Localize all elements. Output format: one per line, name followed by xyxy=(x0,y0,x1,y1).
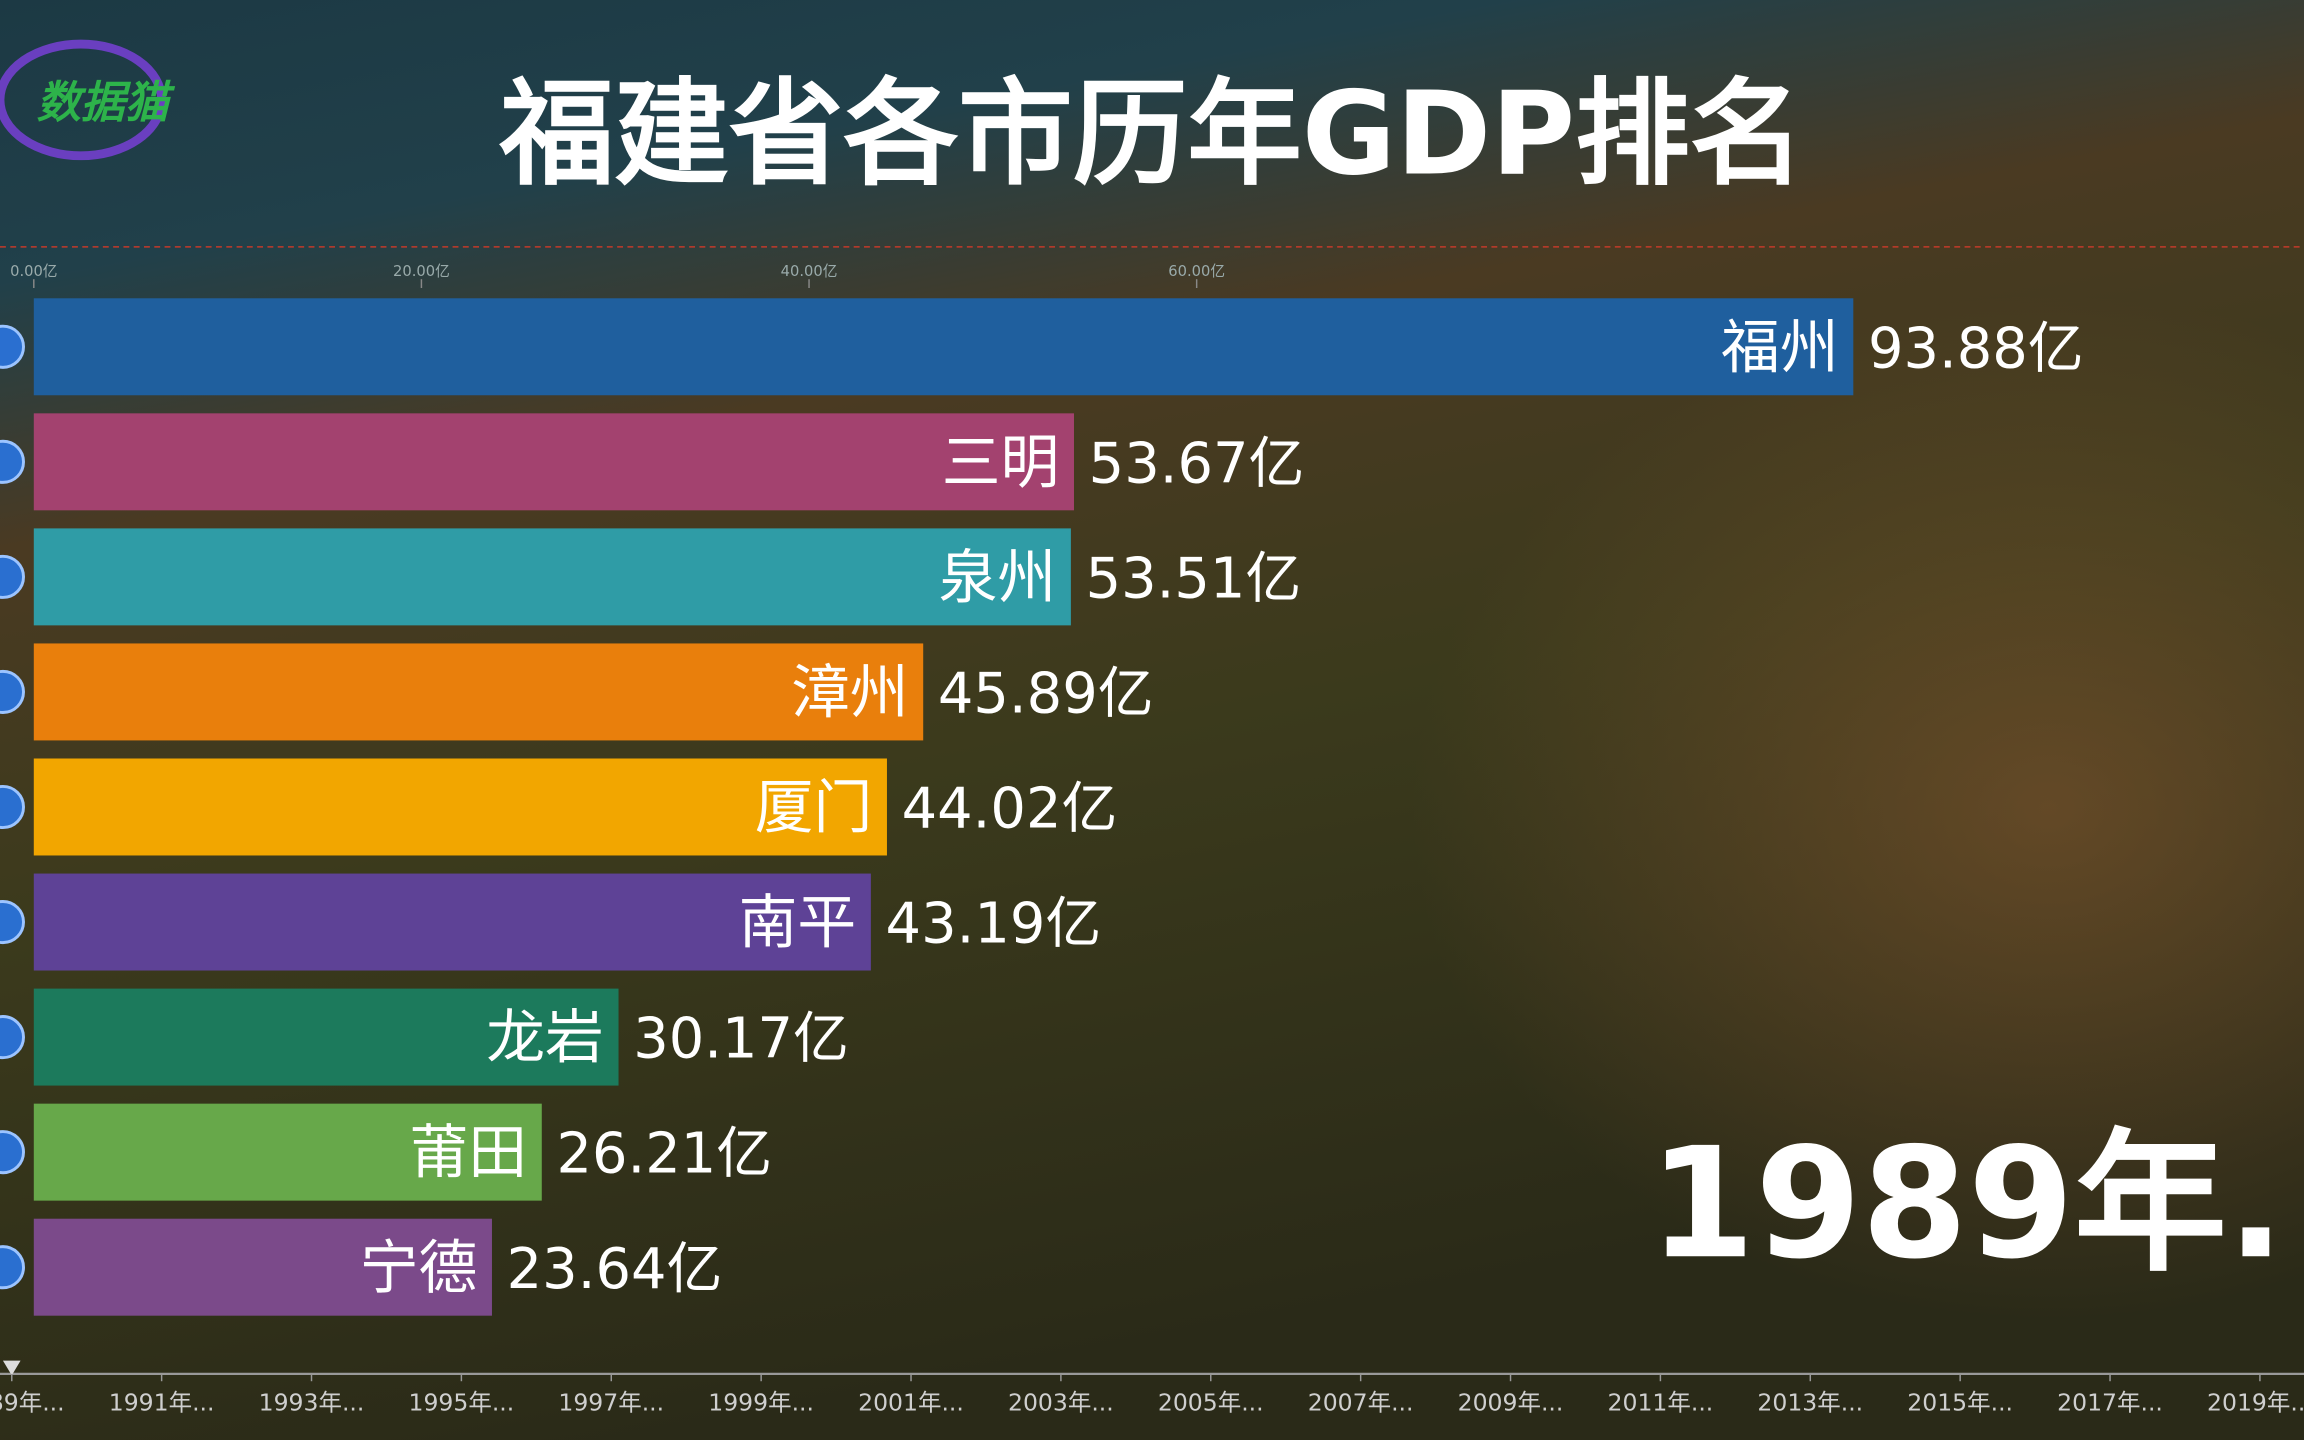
bar xyxy=(33,643,924,741)
timeline-label: 1995年... xyxy=(409,1389,515,1417)
timeline-label: 1989年... xyxy=(0,1389,65,1417)
bar-value-label: 53.67亿 xyxy=(1089,431,1305,496)
year-annotation: 1989年. xyxy=(1649,1115,2285,1293)
rank-icon xyxy=(0,1015,25,1060)
bar xyxy=(33,298,1854,396)
bar xyxy=(33,528,1071,626)
background-glow xyxy=(1028,293,2304,1323)
timeline-label: 2017年... xyxy=(2057,1389,2163,1417)
bar xyxy=(33,1218,492,1316)
bar-category-label: 龙岩 xyxy=(486,1003,604,1072)
rank-icon xyxy=(0,554,25,599)
logo-ring xyxy=(0,39,167,161)
rank-icon xyxy=(0,900,25,945)
bar xyxy=(33,413,1074,511)
timeline-label: 2001年... xyxy=(858,1389,964,1417)
timeline-label: 2005年... xyxy=(1158,1389,1264,1417)
timeline-handle xyxy=(2,1360,21,1376)
bar-category-label: 南平 xyxy=(739,888,857,957)
timeline-label: 2011年... xyxy=(1608,1389,1714,1417)
timeline-label: 1997年... xyxy=(558,1389,664,1417)
bar-category-label: 三明 xyxy=(942,427,1060,496)
chart-title: 福建省各市历年GDP排名 xyxy=(499,68,1805,201)
rank-icon xyxy=(0,1245,25,1290)
x-tick-label: 40.00亿 xyxy=(781,263,838,280)
bar-value-label: 93.88亿 xyxy=(1868,316,2084,381)
rank-icon xyxy=(0,1130,25,1175)
bar xyxy=(33,988,619,1086)
timeline-label: 2013年... xyxy=(1757,1389,1863,1417)
rank-icon xyxy=(0,439,25,484)
bar-category-label: 漳州 xyxy=(791,658,909,727)
timeline-label: 1999年... xyxy=(708,1389,814,1417)
bar-value-label: 26.21亿 xyxy=(556,1122,772,1187)
timeline-label: 1993年... xyxy=(259,1389,365,1417)
rank-icon xyxy=(0,669,25,714)
bar-category-label: 泉州 xyxy=(939,542,1057,611)
x-tick-label: 60.00亿 xyxy=(1168,263,1225,280)
rank-icon xyxy=(0,784,25,830)
bar-category-label: 宁德 xyxy=(360,1233,478,1302)
bar xyxy=(33,1103,542,1201)
bar-value-label: 53.51亿 xyxy=(1086,546,1302,611)
timeline-label: 2015年... xyxy=(1907,1389,2013,1417)
bar-value-label: 43.19亿 xyxy=(886,892,1102,957)
bar-value-label: 44.02亿 xyxy=(902,777,1118,842)
bar-value-label: 30.17亿 xyxy=(633,1007,849,1072)
bar-value-label: 23.64亿 xyxy=(507,1237,723,1302)
timeline-label: 2007年... xyxy=(1308,1389,1414,1417)
timeline-label: 1991年... xyxy=(109,1389,215,1417)
bar-category-label: 莆田 xyxy=(410,1118,528,1187)
bar-value-label: 45.89亿 xyxy=(938,662,1154,727)
x-tick-label: 0.00亿 xyxy=(10,263,57,280)
bar xyxy=(33,758,887,856)
rank-icon xyxy=(0,324,25,369)
bar xyxy=(33,873,871,971)
timeline-label: 2019年... xyxy=(2207,1389,2304,1417)
bar-category-label: 福州 xyxy=(1721,312,1839,381)
timeline-label: 2009年... xyxy=(1458,1389,1564,1417)
x-tick-label: 20.00亿 xyxy=(393,263,450,280)
bar-category-label: 厦门 xyxy=(755,773,873,842)
timeline-label: 2003年... xyxy=(1008,1389,1114,1417)
logo: 数据猫 xyxy=(37,78,176,129)
